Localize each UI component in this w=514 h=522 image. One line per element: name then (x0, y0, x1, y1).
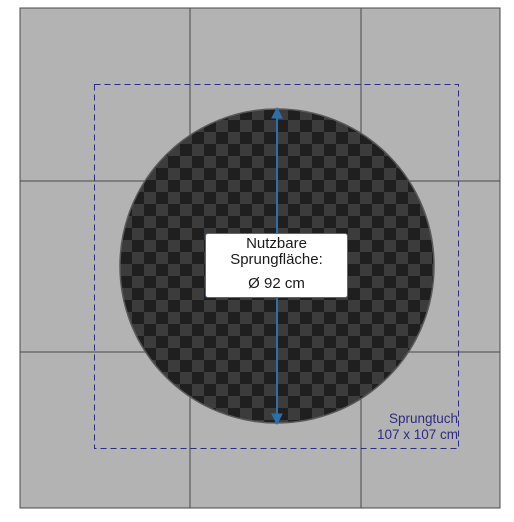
trampoline-bed-outline (94, 84, 459, 449)
trampoline-bed-label: Sprungtuch 107 x 107 cm (377, 411, 458, 443)
jump-area-label: Nutzbare Sprungfläche: Ø 92 cm (205, 233, 348, 298)
jump-area-diameter: Ø 92 cm (248, 275, 305, 292)
trampoline-bed-title: Sprungtuch (388, 411, 458, 426)
trampoline-bed-size: 107 x 107 cm (376, 427, 458, 442)
jump-area-line1: Nutzbare (246, 235, 307, 252)
jump-area-line2: Sprungfläche: (230, 251, 323, 268)
